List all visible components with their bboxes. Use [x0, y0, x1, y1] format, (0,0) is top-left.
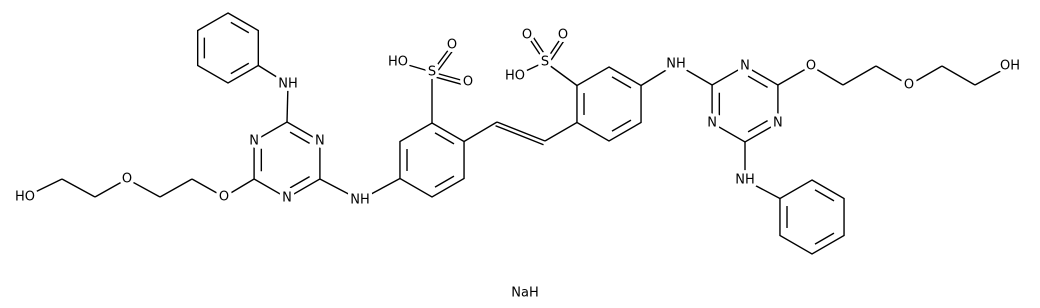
- bond: [744, 179, 781, 200]
- atom-label: N: [282, 191, 292, 206]
- atom-label: O: [463, 75, 473, 90]
- atom-label: O: [904, 78, 914, 93]
- ring: [576, 66, 642, 142]
- bond: [126, 178, 161, 198]
- bond: [810, 65, 844, 86]
- bond: [526, 34, 546, 63]
- atom-label: S: [428, 65, 436, 80]
- bond: [431, 44, 453, 73]
- bond: [61, 178, 96, 198]
- bond: [777, 65, 812, 86]
- bond: [430, 75, 468, 87]
- atom-label: HO: [505, 69, 525, 84]
- atom-label: O: [522, 28, 532, 43]
- bond: [463, 121, 498, 143]
- bond: [640, 63, 677, 87]
- atom-label: NH: [666, 57, 686, 72]
- atom-label: N: [773, 116, 783, 131]
- salt-label: NaH: [511, 286, 538, 301]
- bond: [747, 119, 768, 133]
- ring: [196, 12, 260, 84]
- atom-label: N: [249, 134, 259, 149]
- bond: [544, 61, 578, 87]
- atom-label: OH: [1000, 59, 1020, 74]
- bond: [842, 65, 877, 86]
- bond: [94, 178, 128, 198]
- bond: [974, 65, 1011, 86]
- bond: [875, 65, 910, 86]
- atom-label: O: [219, 190, 229, 205]
- atom-label: O: [447, 38, 457, 53]
- atom-label: O: [806, 59, 816, 74]
- bond: [230, 21, 250, 34]
- bonds: [24, 12, 1011, 255]
- bond: [434, 175, 455, 188]
- ring: [711, 65, 779, 143]
- bond: [230, 62, 250, 75]
- bond: [191, 178, 225, 198]
- bond: [431, 71, 469, 83]
- bond: [908, 65, 943, 86]
- bond: [611, 119, 632, 132]
- bond: [289, 175, 310, 189]
- bond: [814, 189, 835, 202]
- ring: [399, 122, 465, 198]
- atom-label: HO: [388, 55, 408, 70]
- bond: [747, 75, 768, 89]
- ring: [253, 121, 321, 199]
- bond: [544, 121, 578, 142]
- atom-label: N: [315, 134, 325, 149]
- bond: [397, 61, 433, 73]
- atom-label: NH: [735, 173, 755, 188]
- bond: [496, 121, 546, 142]
- bond: [514, 61, 546, 77]
- bond: [529, 32, 549, 61]
- bond: [24, 178, 63, 198]
- bond: [611, 76, 632, 89]
- bond: [434, 46, 456, 75]
- bond: [286, 83, 289, 123]
- bond: [495, 125, 544, 146]
- atom-label: NH: [350, 193, 370, 208]
- atom-label: HO: [15, 190, 35, 205]
- atom-label: NH: [278, 77, 298, 92]
- bond: [547, 36, 567, 65]
- bond: [223, 178, 255, 198]
- ring: [779, 179, 845, 255]
- bond: [257, 64, 289, 85]
- bond: [675, 63, 713, 86]
- atom-label: S: [541, 55, 549, 70]
- atom-label: N: [707, 116, 717, 131]
- atom-label: N: [740, 59, 750, 74]
- atom-label: O: [122, 172, 132, 187]
- bond: [544, 34, 564, 63]
- bond: [319, 178, 361, 201]
- bond: [814, 232, 835, 245]
- bond: [289, 131, 310, 145]
- bond: [159, 178, 193, 198]
- bond: [359, 177, 401, 201]
- atom-label: O: [558, 28, 568, 43]
- bond: [434, 132, 455, 145]
- bond: [941, 65, 976, 86]
